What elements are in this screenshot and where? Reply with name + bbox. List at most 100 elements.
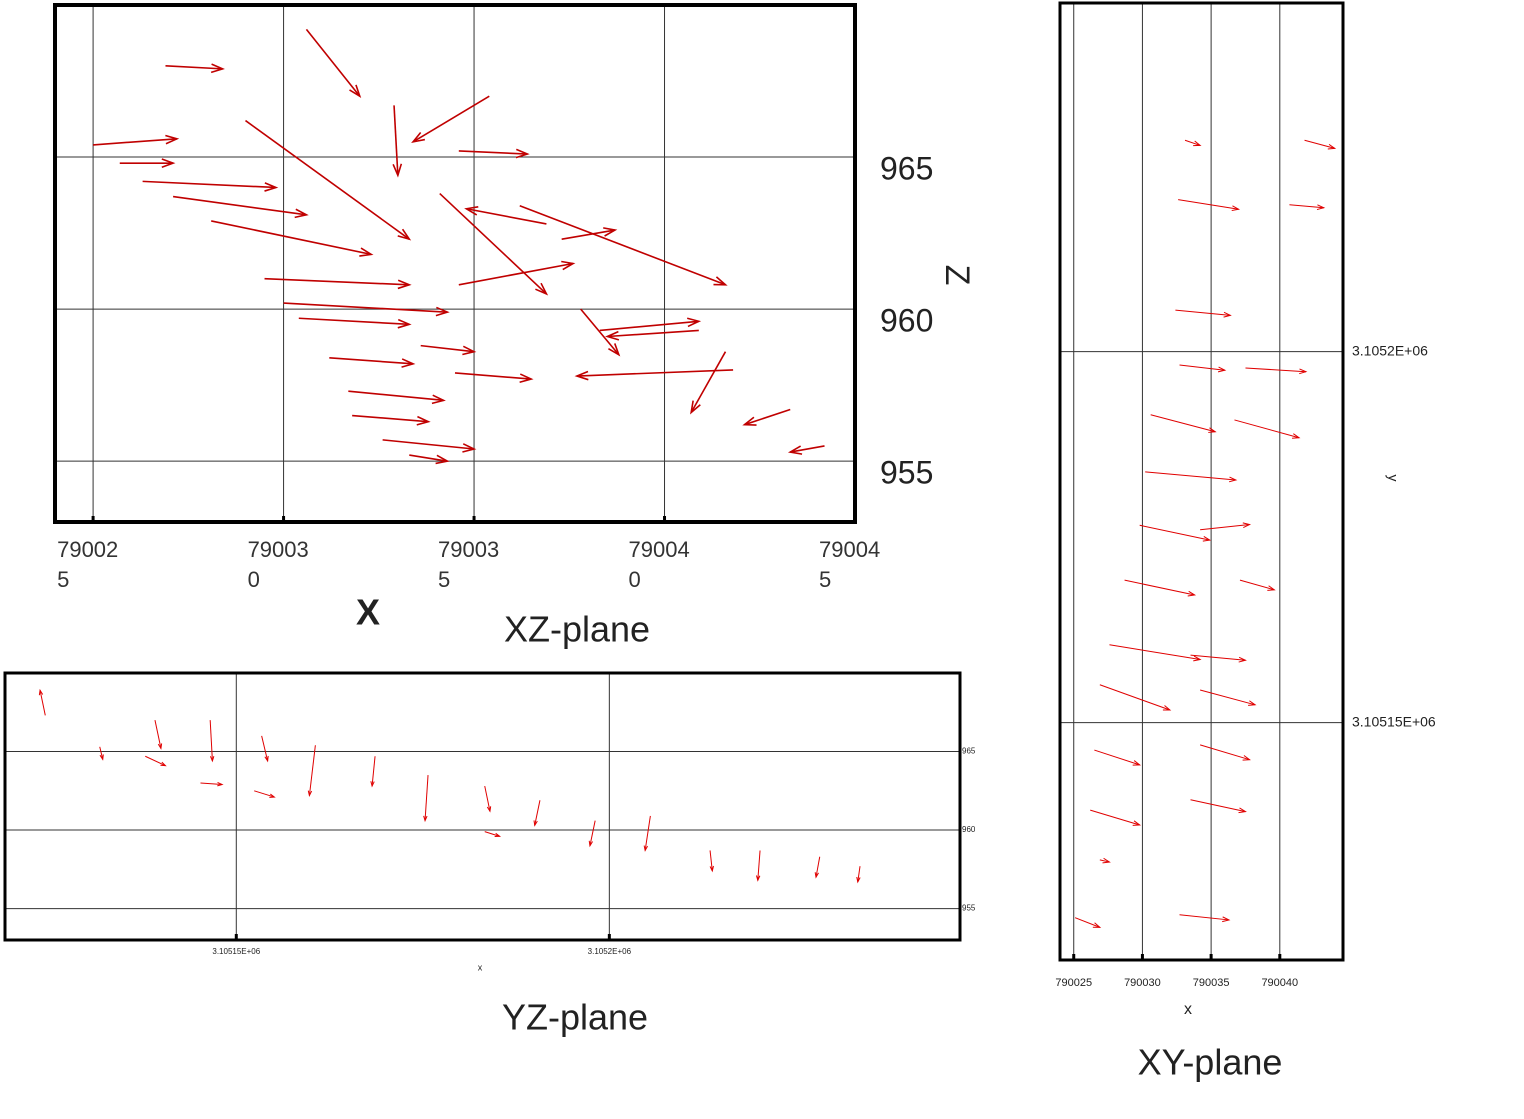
y-tick-label: 955 [880,455,933,491]
arrow-head [486,806,492,813]
arrow-shaft [484,831,500,837]
arrow-head [217,782,224,787]
arrow [458,260,576,286]
arrow-shaft [93,138,177,146]
arrow-head [397,318,412,329]
arrow-shaft [561,229,616,240]
x-axis-label: x [1184,1001,1192,1018]
arrow-head [605,330,620,341]
arrow [1190,654,1247,663]
arrow-shaft [1245,367,1306,373]
arrow-head [1162,705,1172,711]
arrow-head [1187,590,1197,597]
arrow-shaft [261,735,269,762]
arrow-shaft [145,755,166,767]
arrow-shaft [519,204,726,286]
arrow-shaft [589,820,596,846]
arrow-head [307,790,313,797]
arrow-shaft [454,372,532,380]
arrow-shaft [142,180,276,189]
arrow-shaft [1139,524,1210,541]
arrow-head [755,875,761,882]
arrow-head [401,358,416,368]
x-tick-label: 790030 [247,537,309,592]
chart-title: YZ-plane [502,997,648,1038]
arrow-head [435,306,450,317]
arrow-head [165,134,180,145]
arrow [298,317,412,329]
arrow [599,317,702,332]
arrow-shaft [209,720,213,761]
arrow-head [160,761,167,767]
arrow [283,302,450,317]
arrow-head [561,260,576,271]
arrow [119,158,176,169]
arrow-shaft [305,28,361,97]
arrow-head [157,743,163,750]
arrow-head [423,815,428,823]
arrow [484,831,502,838]
arrow-head [1132,760,1142,766]
arrow [420,344,477,356]
arrow-shaft [409,454,448,462]
arrow-head [392,163,403,178]
y-tick-label: 965 [962,747,976,756]
arrow-head [1299,368,1308,375]
arrow-head [462,443,477,453]
arrow [856,866,861,884]
arrow-shaft [420,344,475,353]
arrow-shaft [172,195,307,216]
arrow-shaft [744,408,791,426]
arrow [154,720,163,750]
arrow-shaft [283,302,448,313]
arrow-shaft [424,775,429,821]
y-tick-label: 960 [880,303,933,339]
arrow [1179,364,1227,373]
arrow-head [1208,427,1217,433]
x-tick-label: 3.10515E+06 [212,947,260,956]
arrow [1190,799,1247,814]
arrow [93,134,180,146]
arrow-head [431,394,446,405]
arrow-head [397,279,412,290]
arrow-shaft [1179,914,1230,921]
arrow [261,735,269,763]
arrow-shaft [1090,809,1140,826]
arrow [1200,522,1252,531]
arrow [439,192,549,296]
arrow-head [264,755,269,763]
arrow-shaft [308,745,316,796]
arrow [484,785,492,813]
arrow-head [1228,476,1238,483]
arrow-head [1132,820,1142,826]
arrow-shaft [709,850,713,871]
arrow [1139,524,1212,542]
arrow-shaft [1099,684,1171,711]
arrow-shaft [99,746,104,760]
arrow [643,815,651,852]
arrow-shaft [1175,309,1231,316]
arrow-shaft [298,317,410,326]
arrow-head [1242,755,1251,761]
arrow-shaft [371,756,376,787]
arrow-head [1267,585,1276,591]
arrow-head [99,754,104,761]
arrow-head [603,227,618,237]
y-tick-label: 3.10515E+06 [1352,713,1436,729]
arrow-head [1327,143,1337,150]
arrow-head [161,158,176,169]
arrow-head [209,756,215,763]
x-tick-label: 790045 [819,537,881,592]
arrow [211,220,374,257]
x-tick-label: 790035 [1193,977,1230,989]
arrow-head [1217,366,1227,373]
arrow-shaft [1178,199,1239,210]
arrow [1178,199,1241,212]
arrow-head [435,454,450,465]
arrow-shaft [1124,579,1195,596]
x-tick-label: 790025 [1055,977,1092,989]
y-axis-label: Z [938,265,976,286]
arrow [1175,309,1232,318]
arrow [1199,744,1251,761]
arrow-shaft [1239,579,1275,591]
